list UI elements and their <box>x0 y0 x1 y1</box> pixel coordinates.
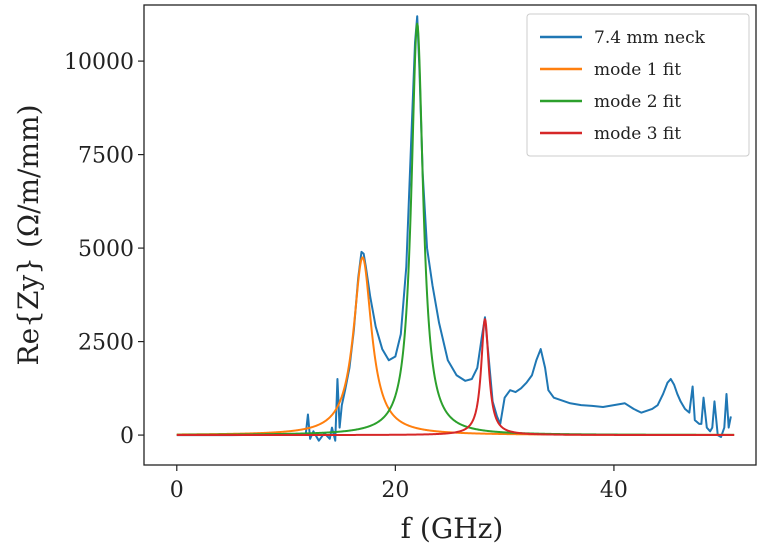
y-tick-label: 2500 <box>78 331 134 356</box>
y-tick-label: 7500 <box>78 144 134 169</box>
legend-label: mode 3 fit <box>594 124 681 144</box>
series-line-mode-3-fit <box>176 318 735 437</box>
y-tick-label: 10000 <box>64 50 134 75</box>
legend: 7.4 mm neck mode 1 fit mode 2 fit mode 3 fi… <box>526 13 750 157</box>
y-axis: 0 2500 5000 7500 10000 <box>64 50 144 449</box>
x-axis-label: f (GHz) <box>401 512 504 545</box>
y-tick-label: 5000 <box>78 237 134 262</box>
x-axis: 0 20 40 <box>170 465 628 503</box>
x-tick-label: 0 <box>170 478 184 503</box>
series-group <box>176 15 735 442</box>
x-tick-label: 40 <box>600 478 628 503</box>
legend-box <box>526 13 750 157</box>
y-axis-label: Re{Zy} (Ω/m/mm) <box>12 104 45 365</box>
x-tick-label: 20 <box>381 478 409 503</box>
legend-label: 7.4 mm neck <box>594 28 706 48</box>
legend-label: mode 2 fit <box>594 92 681 112</box>
legend-label: mode 1 fit <box>594 60 681 80</box>
y-tick-label: 0 <box>120 424 134 449</box>
